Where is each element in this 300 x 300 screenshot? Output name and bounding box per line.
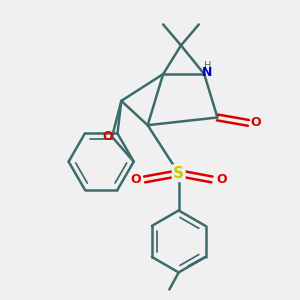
Text: O: O bbox=[216, 173, 226, 186]
Text: S: S bbox=[173, 166, 184, 181]
Text: N: N bbox=[202, 66, 212, 79]
Text: O: O bbox=[251, 116, 262, 129]
Text: O: O bbox=[102, 130, 113, 143]
Text: H: H bbox=[204, 61, 211, 71]
Text: O: O bbox=[130, 173, 141, 186]
